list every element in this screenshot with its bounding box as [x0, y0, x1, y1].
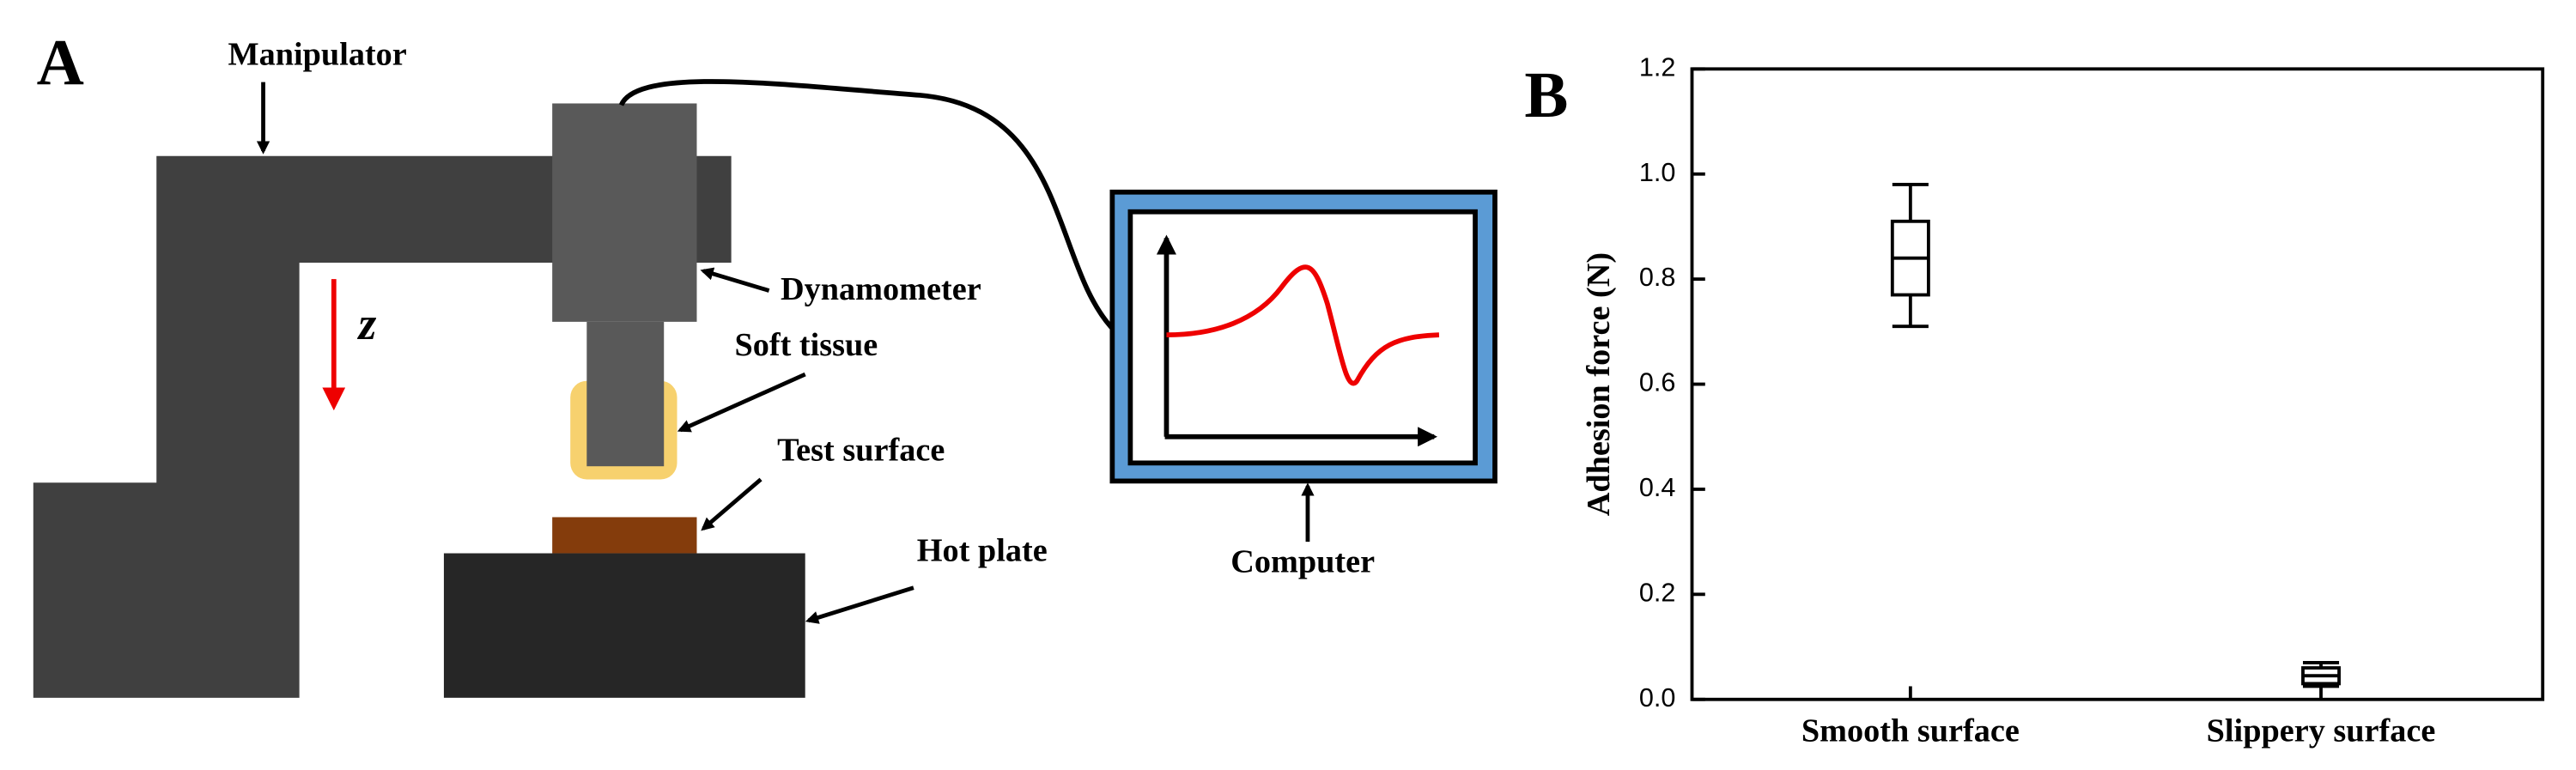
label: Test surface [777, 433, 945, 469]
pointer [700, 267, 770, 293]
label: Soft tissue [734, 327, 878, 363]
hot-plate [443, 553, 805, 698]
panel-b: B Adhesion force (N) 0.0 0.2 0.4 0.6 0.8 1.0 1… [1524, 52, 2545, 749]
label: Manipulator [228, 37, 407, 73]
label: Dynamometer [781, 271, 981, 307]
y-axis-title: Adhesion force (N) [1581, 252, 1617, 516]
probe [586, 321, 665, 467]
pointer [805, 585, 914, 624]
y-tick-label: 1.2 [1639, 52, 1676, 82]
dynamometer [552, 103, 697, 322]
pointer [701, 477, 762, 531]
x-tick-label: Slippery surface [2207, 713, 2436, 749]
panel-label: B [1524, 58, 1568, 131]
pointer [677, 372, 806, 433]
manipulator [33, 155, 732, 698]
screen-curve [1166, 264, 1440, 386]
y-tick-label: 0.6 [1639, 368, 1676, 397]
z-label: z [356, 298, 376, 349]
test-surface [552, 517, 697, 554]
label: Hot plate [917, 532, 1048, 568]
y-tick-label: 0.0 [1639, 683, 1676, 712]
y-tick-label: 0.2 [1639, 578, 1676, 607]
plot-frame [1690, 67, 2545, 701]
y-tick-label: 0.8 [1639, 263, 1676, 292]
panel-a: A z Manipulator Dynamometer Soft tissue … [33, 26, 1498, 698]
y-tick-label: 1.0 [1639, 158, 1676, 187]
label: Computer [1230, 544, 1375, 580]
cable [618, 79, 1115, 330]
y-tick-label: 0.4 [1639, 473, 1676, 502]
x-tick-label: Smooth surface [1801, 713, 2020, 749]
panel-label: A [37, 26, 84, 99]
